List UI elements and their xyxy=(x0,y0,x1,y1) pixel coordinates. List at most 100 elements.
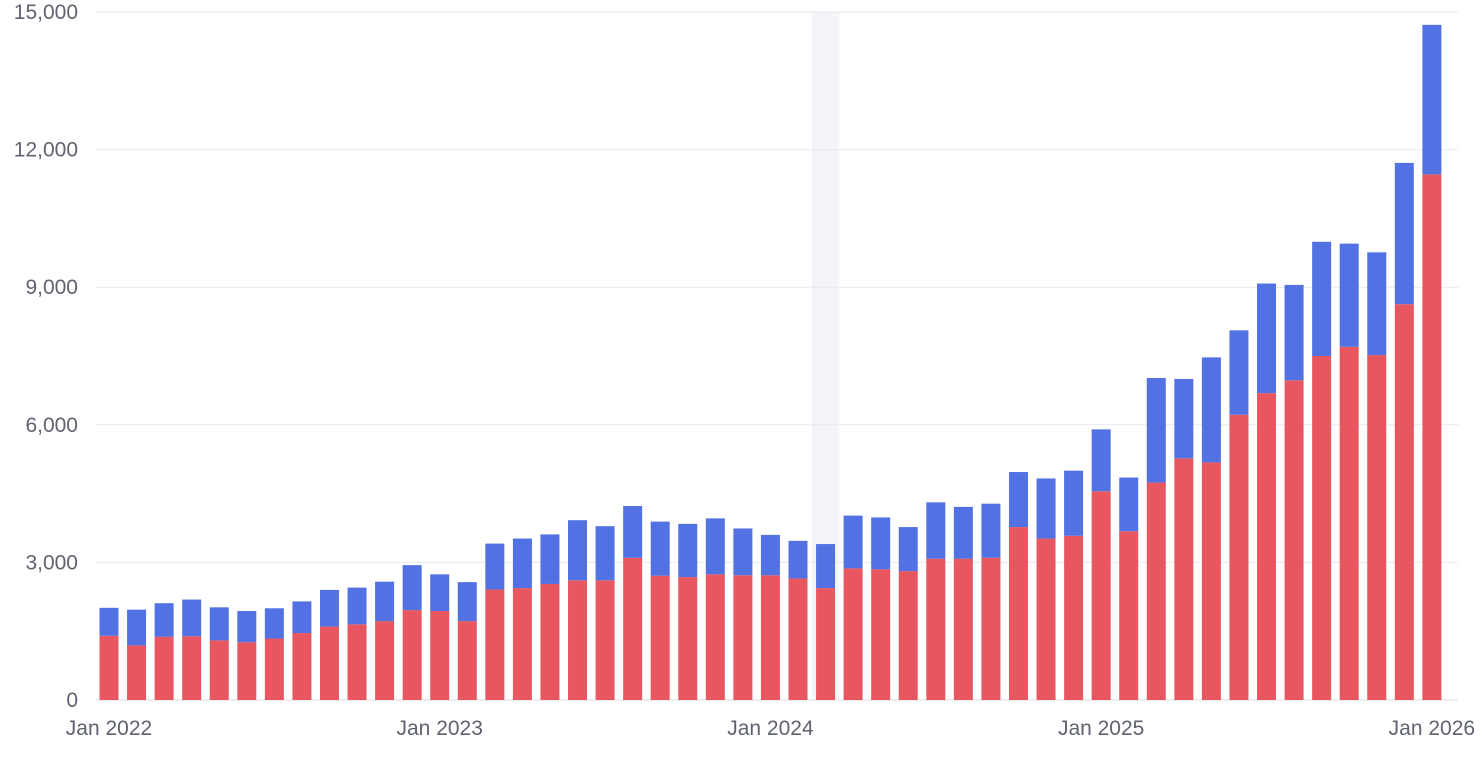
bar-segment-upper xyxy=(540,534,560,584)
bar-segment-lower xyxy=(1036,538,1056,700)
bar-segment-lower xyxy=(485,589,505,700)
bar-segment-upper xyxy=(595,526,615,581)
bar-segment-lower xyxy=(154,636,174,700)
bar-segment-upper xyxy=(237,611,257,643)
x-axis-ticks: Jan 2022 Jan 2023 Jan 2024 Jan 2025 Jan 2026 xyxy=(66,717,1475,740)
bar-segment-upper xyxy=(1008,472,1028,528)
y-tick-label: 15,000 xyxy=(14,1,78,24)
bar-segment-upper xyxy=(1064,470,1084,536)
bar-segment-lower xyxy=(1201,462,1221,700)
bar-segment-upper xyxy=(733,528,753,576)
bar-segment-upper xyxy=(678,523,698,578)
bar-segment-upper xyxy=(127,609,147,646)
bar-segment-upper xyxy=(209,607,229,641)
bar-segment-upper xyxy=(1312,241,1332,356)
x-tick-label: Jan 2025 xyxy=(1058,717,1144,740)
bar-segment-lower xyxy=(319,626,339,700)
x-tick-label: Jan 2026 xyxy=(1389,717,1475,740)
bar-segment-lower xyxy=(1257,393,1277,700)
bar-segment-lower xyxy=(733,575,753,700)
bar-segment-upper xyxy=(1201,357,1221,463)
bar-segment-lower xyxy=(1339,346,1359,700)
bar-segment-lower xyxy=(264,638,284,700)
bar-segment-upper xyxy=(1229,330,1249,415)
bar-segment-lower xyxy=(1394,304,1414,700)
bar-segment-upper xyxy=(182,599,202,637)
bar-segment-lower xyxy=(1422,174,1442,700)
bar-segment-lower xyxy=(127,645,147,700)
bar-segment-upper xyxy=(623,505,643,558)
bar-segment-lower xyxy=(1229,414,1249,700)
bar-segment-upper xyxy=(1422,24,1442,175)
bar-segment-upper xyxy=(1394,162,1414,305)
bar-segment-lower xyxy=(981,557,1001,700)
bar-segment-upper xyxy=(1036,478,1056,539)
bar-segment-upper xyxy=(788,540,808,579)
y-tick-label: 12,000 xyxy=(14,139,78,162)
bar-segment-upper xyxy=(99,607,119,636)
bar-segment-upper xyxy=(816,544,836,589)
bar-segment-upper xyxy=(485,543,505,590)
x-tick-label: Jan 2024 xyxy=(727,717,814,740)
bar-segment-upper xyxy=(760,534,780,576)
bars xyxy=(99,24,1442,700)
bar-segment-upper xyxy=(154,603,174,637)
bar-segment-upper xyxy=(402,565,422,611)
bar-segment-lower xyxy=(678,577,698,700)
bar-segment-lower xyxy=(540,583,560,700)
bar-segment-lower xyxy=(292,633,312,700)
bar-segment-upper xyxy=(292,601,312,634)
bar-segment-upper xyxy=(898,527,918,572)
bar-segment-upper xyxy=(512,538,532,589)
bar-segment-upper xyxy=(843,515,863,569)
bar-segment-lower xyxy=(1064,535,1084,700)
y-tick-label: 3,000 xyxy=(25,551,78,574)
bar-segment-lower xyxy=(650,575,670,700)
bar-segment-upper xyxy=(1119,477,1139,532)
bar-segment-upper xyxy=(926,502,946,559)
bar-segment-lower xyxy=(595,580,615,700)
bar-segment-lower xyxy=(816,588,836,700)
bar-segment-upper xyxy=(953,506,973,559)
bar-segment-lower xyxy=(926,558,946,700)
bar-segment-lower xyxy=(788,578,808,700)
bar-segment-lower xyxy=(99,635,119,700)
bar-segment-lower xyxy=(705,574,725,700)
bar-segment-upper xyxy=(1367,252,1387,356)
bar-segment-upper xyxy=(319,589,339,627)
bar-segment-lower xyxy=(209,640,229,700)
bar-segment-upper xyxy=(347,587,367,625)
bar-segment-upper xyxy=(264,608,284,639)
bar-segment-upper xyxy=(457,582,477,622)
bar-segment-lower xyxy=(760,575,780,700)
bar-segment-upper xyxy=(1257,283,1277,394)
bar-segment-lower xyxy=(843,568,863,700)
bar-segment-upper xyxy=(650,521,670,576)
bar-segment-upper xyxy=(1174,378,1194,459)
bar-segment-upper xyxy=(981,503,1001,558)
bar-segment-upper xyxy=(568,520,588,581)
bar-segment-upper xyxy=(1339,243,1359,347)
bar-segment-lower xyxy=(568,580,588,700)
bar-segment-lower xyxy=(1091,491,1111,700)
bar-segment-lower xyxy=(871,569,891,700)
y-tick-label: 9,000 xyxy=(25,276,78,299)
x-tick-label: Jan 2022 xyxy=(66,717,152,740)
bar-segment-lower xyxy=(457,621,477,700)
bar-segment-lower xyxy=(1119,531,1139,700)
bar-segment-lower xyxy=(430,611,450,700)
bar-segment-lower xyxy=(1312,356,1332,700)
bar-segment-upper xyxy=(430,574,450,612)
bar-segment-lower xyxy=(623,557,643,700)
y-tick-label: 6,000 xyxy=(25,414,78,437)
bar-segment-upper xyxy=(1091,429,1111,492)
bar-segment-lower xyxy=(375,621,395,700)
y-tick-label: 0 xyxy=(66,689,78,712)
bar-segment-upper xyxy=(1284,284,1304,381)
bar-segment-lower xyxy=(953,558,973,700)
bar-segment-upper xyxy=(871,517,891,570)
bar-segment-lower xyxy=(182,636,202,700)
bar-segment-lower xyxy=(512,588,532,700)
bar-segment-lower xyxy=(1367,355,1387,700)
